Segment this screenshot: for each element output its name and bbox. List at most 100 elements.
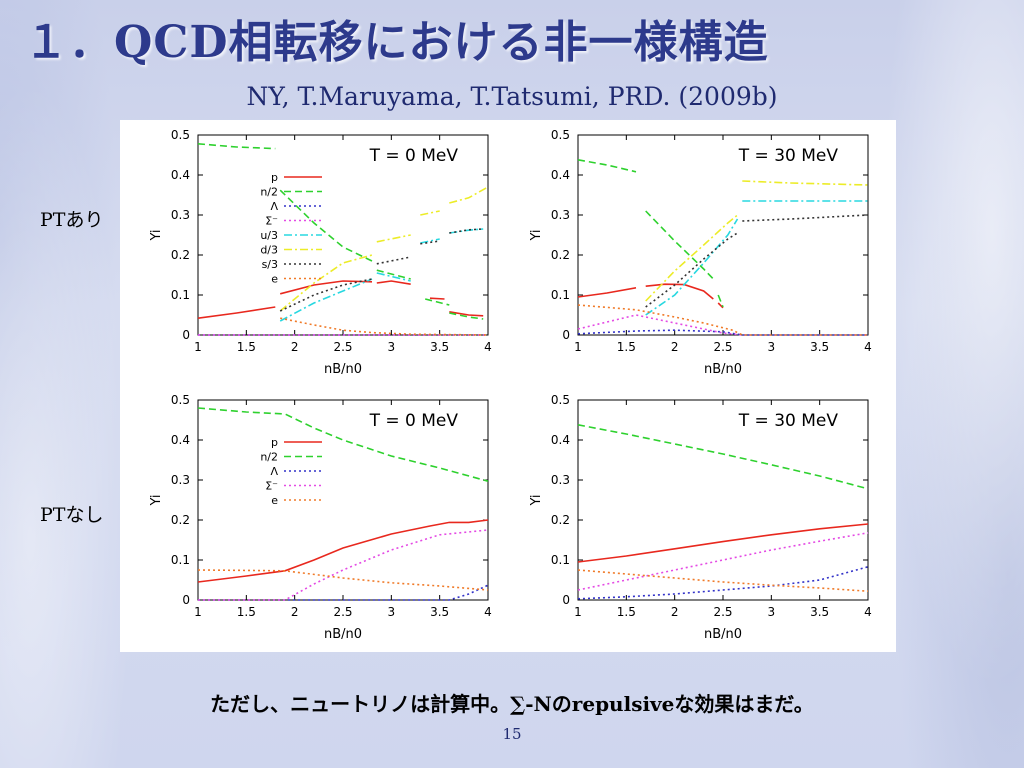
x-tick-label: 3.5 [810, 340, 829, 354]
x-tick-label: 4 [864, 605, 872, 619]
series-line-1 [429, 297, 445, 300]
series-line-6 [279, 254, 373, 312]
series-line-2 [279, 189, 373, 262]
x-tick-label: 2.5 [333, 605, 352, 619]
y-axis-label: Yi [149, 494, 164, 506]
x-tick-label: 1 [574, 605, 582, 619]
chart-title: T = 30 MeV [738, 146, 839, 166]
series-line-5 [376, 272, 411, 282]
x-tick-label: 2.5 [713, 605, 732, 619]
x-tick-label: 2 [291, 605, 299, 619]
chart-title: T = 30 MeV [738, 411, 839, 431]
y-tick-label: 0 [562, 328, 570, 342]
page-number: 15 [502, 725, 522, 743]
series-line-2 [645, 210, 714, 280]
y-tick-label: 0 [562, 593, 570, 607]
x-tick-label: 1.5 [237, 340, 256, 354]
y-tick-label: 0.2 [171, 513, 190, 527]
series-line-6 [420, 210, 440, 216]
legend-label: n/2 [260, 451, 278, 464]
y-tick-label: 0.4 [171, 168, 190, 182]
y-tick-label: 0.1 [551, 553, 570, 567]
x-tick-label: 1 [574, 340, 582, 354]
legend-label: Σ⁻ [265, 480, 278, 493]
chart-panel-1: 1 1.5 2 2.5 3 3.5 4 0 0.1 0.2 0.3 0.4 0.5 nB/n0 Yi T = … [149, 128, 492, 377]
x-tick-label: 3.5 [430, 340, 449, 354]
legend-label: d/3 [260, 244, 278, 257]
x-tick-label: 2 [291, 340, 299, 354]
x-axis-label: nB/n0 [704, 362, 742, 377]
x-axis-label: nB/n0 [324, 627, 362, 642]
series-line-1 [376, 280, 411, 285]
label-pt-on: PTあり [40, 209, 104, 231]
x-tick-label: 4 [484, 340, 492, 354]
legend-label: e [271, 494, 278, 507]
series-line-5 [279, 278, 373, 322]
y-tick-label: 0.5 [171, 128, 190, 142]
series-line-2 [577, 159, 637, 173]
x-tick-label: 2.5 [713, 340, 732, 354]
series-line-6 [742, 180, 869, 186]
legend-label: Λ [270, 465, 278, 478]
series-line-5 [197, 569, 489, 591]
y-tick-label: 0.4 [171, 433, 190, 447]
series-line-3 [198, 584, 489, 601]
x-tick-label: 3.5 [810, 605, 829, 619]
y-tick-label: 0.4 [551, 433, 570, 447]
series-line-1 [577, 287, 637, 298]
series-line-5 [420, 238, 440, 244]
x-tick-label: 1.5 [617, 605, 636, 619]
x-tick-label: 1.5 [237, 605, 256, 619]
x-tick-label: 2 [671, 340, 679, 354]
series-line-7 [376, 256, 411, 265]
chart-title: T = 0 MeV [369, 146, 459, 166]
x-tick-label: 3 [388, 340, 396, 354]
series-line-4 [577, 532, 869, 591]
series-line-5 [645, 218, 739, 316]
y-tick-label: 0.1 [551, 288, 570, 302]
chart-panel-3: 1 1.5 2 2.5 3 3.5 4 0 0.1 0.2 0.3 0.4 0.5 nB/n0 Yi T = … [149, 393, 492, 642]
y-tick-label: 0.3 [171, 208, 190, 222]
chart-panel-2: 1 1.5 2 2.5 3 3.5 4 0 0.1 0.2 0.3 0.4 0.5 nB/n0 Yi T = … [529, 128, 872, 377]
figure-panel: 1 1.5 2 2.5 3 3.5 4 0 0.1 0.2 0.3 0.4 0.5 nB/n0 Yi T = … [120, 120, 896, 652]
series-line-1 [197, 306, 276, 319]
x-axis-label: nB/n0 [324, 362, 362, 377]
series-line-3 [577, 329, 868, 336]
series-line-1 [449, 311, 484, 317]
legend-label: p [271, 171, 278, 184]
y-tick-label: 0.3 [171, 473, 190, 487]
y-axis-label: Yi [149, 229, 164, 241]
series-line-7 [449, 228, 484, 234]
series-line-8 [280, 317, 489, 336]
series-line-2 [577, 424, 869, 490]
legend-label: p [271, 436, 278, 449]
series-line-2 [425, 298, 450, 306]
y-tick-label: 0.4 [551, 168, 570, 182]
slide-title: １．QCD相転移における非一様構造 [24, 17, 769, 68]
label-pt-off: PTなし [40, 504, 104, 526]
figure-svg: 1 1.5 2 2.5 3 3.5 4 0 0.1 0.2 0.3 0.4 0.5 nB/n0 Yi T = … [149, 128, 872, 642]
legend-label: u/3 [260, 229, 278, 242]
x-tick-label: 2 [671, 605, 679, 619]
x-tick-label: 1.5 [617, 340, 636, 354]
series-line-2 [449, 312, 484, 320]
x-tick-label: 2.5 [333, 340, 352, 354]
x-tick-label: 1 [194, 340, 202, 354]
y-tick-label: 0.2 [551, 513, 570, 527]
x-tick-label: 3 [388, 605, 396, 619]
y-tick-label: 0.3 [551, 208, 570, 222]
series-line-4 [198, 529, 489, 601]
x-tick-label: 1 [194, 605, 202, 619]
x-tick-label: 3.5 [430, 605, 449, 619]
series-line-7 [645, 232, 738, 308]
series-line-2 [197, 143, 276, 150]
y-tick-label: 0 [182, 328, 190, 342]
y-tick-label: 0.2 [551, 248, 570, 262]
slide-subtitle: NY, T.Maruyama, T.Tatsumi, PRD. (2009b) [246, 82, 778, 111]
x-axis-label: nB/n0 [704, 627, 742, 642]
legend-label: n/2 [260, 186, 278, 199]
x-tick-label: 3 [768, 340, 776, 354]
series-line-5 [577, 569, 869, 592]
series-line-6 [449, 186, 489, 204]
series-line-7 [742, 214, 869, 222]
